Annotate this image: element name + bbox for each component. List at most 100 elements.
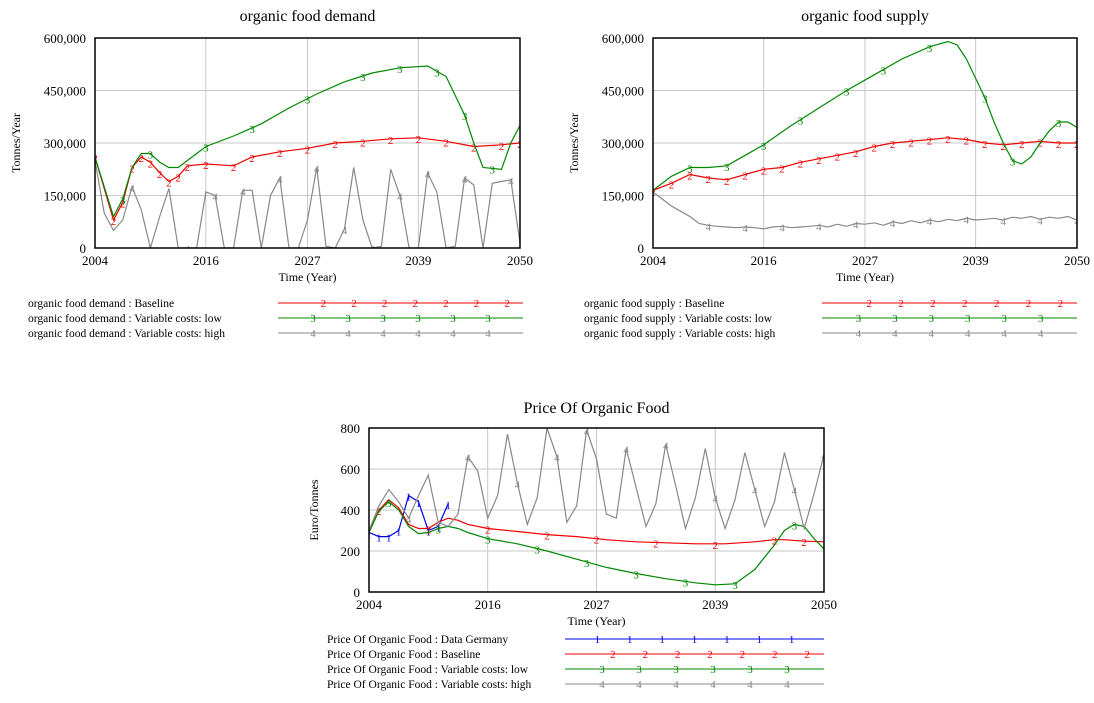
series-marker-3: 3	[490, 164, 496, 176]
series-marker-4: 4	[623, 445, 629, 457]
series-line-2	[369, 498, 824, 545]
series-marker-2: 2	[687, 171, 693, 183]
legend-label: organic food demand : Variable costs: hi…	[28, 328, 225, 340]
series-line-3	[653, 40, 1077, 191]
legend-marker-1: 1	[659, 634, 665, 646]
series-marker-3: 3	[724, 162, 730, 174]
legend-label: Price Of Organic Food : Data Germany	[327, 634, 508, 646]
series-marker-3: 3	[249, 124, 255, 136]
series-marker-3: 3	[584, 558, 590, 570]
series-marker-2: 2	[166, 178, 172, 190]
legend-marker-3: 3	[784, 664, 790, 676]
legend-marker-4: 4	[380, 328, 386, 340]
legend-marker-2: 2	[504, 298, 510, 310]
legend-label: organic food supply : Baseline	[584, 298, 724, 310]
legend-marker-4: 4	[710, 679, 716, 691]
x-tick-label: 2039	[702, 597, 728, 612]
series-marker-2: 2	[927, 136, 933, 148]
series-marker-3: 3	[982, 94, 988, 106]
series-marker-2: 2	[360, 137, 366, 149]
series-marker-2: 2	[669, 179, 675, 191]
series-line-2	[95, 137, 520, 222]
series-marker-2: 2	[249, 153, 255, 165]
series-marker-2: 2	[761, 165, 767, 177]
legend-marker-3: 3	[345, 313, 351, 325]
series-marker-2: 2	[724, 176, 730, 188]
y-tick-label: 450,000	[44, 84, 86, 99]
legend-marker-2: 2	[443, 298, 449, 310]
series-marker-2: 2	[594, 535, 600, 547]
series-marker-4: 4	[706, 221, 712, 233]
series-marker-2: 2	[231, 162, 237, 174]
legend-marker-4: 4	[965, 328, 971, 340]
legend-marker-2: 2	[962, 298, 968, 310]
legend-marker-2: 2	[382, 298, 388, 310]
legend-label: organic food supply : Variable costs: hi…	[584, 328, 775, 340]
legend-marker-4: 4	[310, 328, 316, 340]
series-marker-2: 2	[1074, 139, 1080, 151]
series-marker-3: 3	[792, 520, 798, 532]
series-marker-4: 4	[277, 174, 283, 186]
series-marker-2: 2	[471, 143, 477, 155]
series-marker-1: 1	[366, 529, 372, 541]
series-marker-4: 4	[508, 176, 514, 188]
series-marker-2: 2	[835, 151, 841, 163]
x-axis-label: Time (Year)	[567, 614, 625, 628]
series-line-2	[653, 137, 1077, 191]
x-tick-label: 2004	[640, 253, 667, 268]
legend-marker-3: 3	[415, 313, 421, 325]
series-marker-2: 2	[1019, 139, 1025, 151]
legend-marker-2: 2	[474, 298, 480, 310]
series-marker-4: 4	[792, 486, 798, 498]
chart-title: Price Of Organic Food	[524, 400, 670, 417]
x-tick-label: 2039	[405, 253, 431, 268]
series-marker-3: 3	[120, 195, 126, 207]
series-marker-3: 3	[485, 535, 491, 547]
legend-marker-1: 1	[789, 634, 795, 646]
series-marker-2: 2	[1001, 141, 1007, 153]
legend-marker-3: 3	[636, 664, 642, 676]
series-marker-2: 2	[816, 155, 822, 167]
x-tick-label: 2004	[82, 253, 109, 268]
series-marker-2: 2	[92, 153, 98, 165]
y-tick-label: 400	[341, 503, 361, 518]
y-tick-label: 0	[638, 241, 645, 256]
legend-label: organic food supply : Variable costs: lo…	[584, 313, 773, 325]
series-line-4	[653, 191, 1077, 230]
legend-label: Price Of Organic Food : Baseline	[327, 649, 480, 661]
legend-marker-2: 2	[412, 298, 418, 310]
series-marker-2: 2	[499, 141, 505, 153]
series-marker-4: 4	[554, 453, 560, 465]
legend-marker-2: 2	[866, 298, 872, 310]
x-tick-label: 2027	[584, 597, 611, 612]
legend-marker-4: 4	[450, 328, 456, 340]
legend: organic food demand : Baseline 2 2 2 2 2 2 2 org…	[28, 298, 523, 340]
y-axis-label: Euro/Tonnes	[307, 479, 321, 540]
series-marker-4: 4	[663, 440, 669, 452]
series-marker-3: 3	[798, 116, 804, 128]
series-marker-3: 3	[203, 143, 209, 155]
series-marker-2: 2	[332, 139, 338, 151]
legend-marker-3: 3	[856, 313, 862, 325]
legend-marker-4: 4	[1001, 328, 1007, 340]
series-marker-1: 1	[445, 500, 451, 512]
series-marker-4: 4	[185, 244, 191, 256]
x-tick-label: 2016	[751, 253, 778, 268]
legend-marker-2: 2	[610, 649, 616, 661]
legend-label: organic food demand : Baseline	[28, 298, 174, 310]
legend-marker-4: 4	[673, 679, 679, 691]
series-marker-2: 2	[277, 148, 283, 160]
y-tick-label: 600,000	[44, 31, 86, 46]
series-marker-3: 3	[881, 66, 887, 78]
series-marker-2: 2	[801, 537, 807, 549]
legend-marker-2: 2	[321, 298, 327, 310]
legend-marker-2: 2	[351, 298, 357, 310]
series-marker-3: 3	[1056, 118, 1062, 130]
legend-label: organic food demand : Variable costs: lo…	[28, 313, 222, 325]
legend-marker-2: 2	[804, 649, 810, 661]
series-marker-2: 2	[157, 169, 163, 181]
